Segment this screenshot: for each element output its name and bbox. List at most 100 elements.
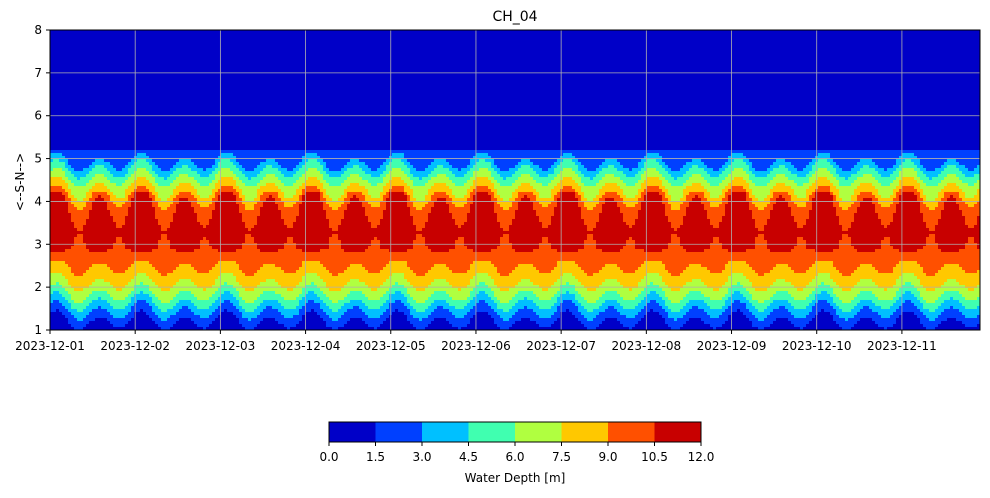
contour-cell: [173, 117, 177, 121]
contour-cell: [89, 33, 93, 37]
contour-cell: [167, 117, 171, 121]
contour-cell: [53, 42, 57, 46]
contour-cell: [98, 264, 102, 268]
contour-cell: [179, 135, 183, 139]
contour-cell: [185, 237, 189, 241]
contour-cell: [65, 315, 69, 319]
contour-cell: [155, 270, 159, 274]
contour-cell: [164, 213, 168, 217]
contour-cell: [113, 144, 117, 148]
contour-cell: [155, 141, 159, 145]
contour-cell: [143, 318, 147, 322]
contour-cell: [179, 132, 183, 136]
contour-cell: [101, 138, 105, 142]
contour-cell: [65, 201, 69, 205]
contour-cell: [122, 201, 126, 205]
contour-cell: [50, 180, 54, 184]
contour-cell: [83, 57, 87, 61]
contour-cell: [56, 147, 60, 151]
contour-cell: [53, 102, 57, 106]
contour-cell: [110, 243, 114, 247]
contour-cell: [152, 276, 156, 280]
contour-cell: [170, 66, 174, 70]
contour-cell: [131, 192, 135, 196]
contour-cell: [71, 252, 75, 256]
contour-cell: [101, 78, 105, 82]
contour-cell: [125, 42, 129, 46]
contour-cell: [161, 291, 165, 295]
contour-cell: [122, 204, 126, 208]
contour-cell: [176, 186, 180, 190]
contour-cell: [155, 132, 159, 136]
contour-cell: [89, 186, 93, 190]
contour-cell: [50, 132, 54, 136]
contour-cell: [191, 222, 195, 226]
contour-cell: [194, 81, 198, 85]
contour-cell: [50, 45, 54, 49]
contour-cell: [152, 72, 156, 76]
contour-cell: [59, 45, 63, 49]
contour-cell: [179, 273, 183, 277]
contour-cell: [128, 171, 132, 175]
contour-cell: [50, 267, 54, 271]
contour-cell: [62, 273, 66, 277]
contour-cell: [74, 96, 78, 100]
contour-cell: [50, 168, 54, 172]
contour-cell: [101, 255, 105, 259]
contour-cell: [80, 144, 84, 148]
contour-cell: [50, 93, 54, 97]
contour-cell: [134, 324, 138, 328]
contour-cell: [128, 282, 132, 286]
contour-cell: [164, 258, 168, 262]
contour-cell: [59, 90, 63, 94]
contour-cell: [53, 189, 57, 193]
contour-cell: [71, 132, 75, 136]
contour-cell: [176, 273, 180, 277]
contour-cell: [164, 117, 168, 121]
contour-cell: [56, 57, 60, 61]
contour-cell: [143, 30, 147, 34]
contour-cell: [107, 225, 111, 229]
contour-cell: [71, 45, 75, 49]
contour-cell: [146, 189, 150, 193]
contour-cell: [158, 90, 162, 94]
contour-cell: [68, 33, 72, 37]
contour-cell: [152, 120, 156, 124]
contour-cell: [131, 147, 135, 151]
contour-cell: [185, 159, 189, 163]
contour-cell: [89, 234, 93, 238]
contour-cell: [92, 219, 96, 223]
contour-cell: [197, 147, 201, 151]
contour-cell: [143, 129, 147, 133]
contour-cell: [77, 165, 81, 169]
contour-cell: [107, 219, 111, 223]
contour-cell: [191, 75, 195, 79]
contour-cell: [155, 294, 159, 298]
contour-cell: [179, 294, 183, 298]
contour-cell: [59, 279, 63, 283]
contour-cell: [173, 120, 177, 124]
contour-cell: [104, 255, 108, 259]
contour-cell: [53, 261, 57, 265]
contour-cell: [158, 108, 162, 112]
contour-cell: [194, 102, 198, 106]
contour-cell: [191, 96, 195, 100]
contour-cell: [149, 243, 153, 247]
contour-cell: [137, 195, 141, 199]
contour-cell: [50, 33, 54, 37]
contour-cell: [80, 75, 84, 79]
contour-cell: [53, 273, 57, 277]
contour-cell: [179, 231, 183, 235]
contour-cell: [140, 57, 144, 61]
contour-cell: [146, 234, 150, 238]
contour-cell: [185, 276, 189, 280]
contour-cell: [179, 45, 183, 49]
contour-cell: [143, 153, 147, 157]
contour-cell: [74, 264, 78, 268]
contour-cell: [92, 36, 96, 40]
contour-cell: [98, 234, 102, 238]
contour-cell: [191, 33, 195, 37]
contour-cell: [101, 270, 105, 274]
contour-cell: [182, 36, 186, 40]
contour-cell: [50, 102, 54, 106]
